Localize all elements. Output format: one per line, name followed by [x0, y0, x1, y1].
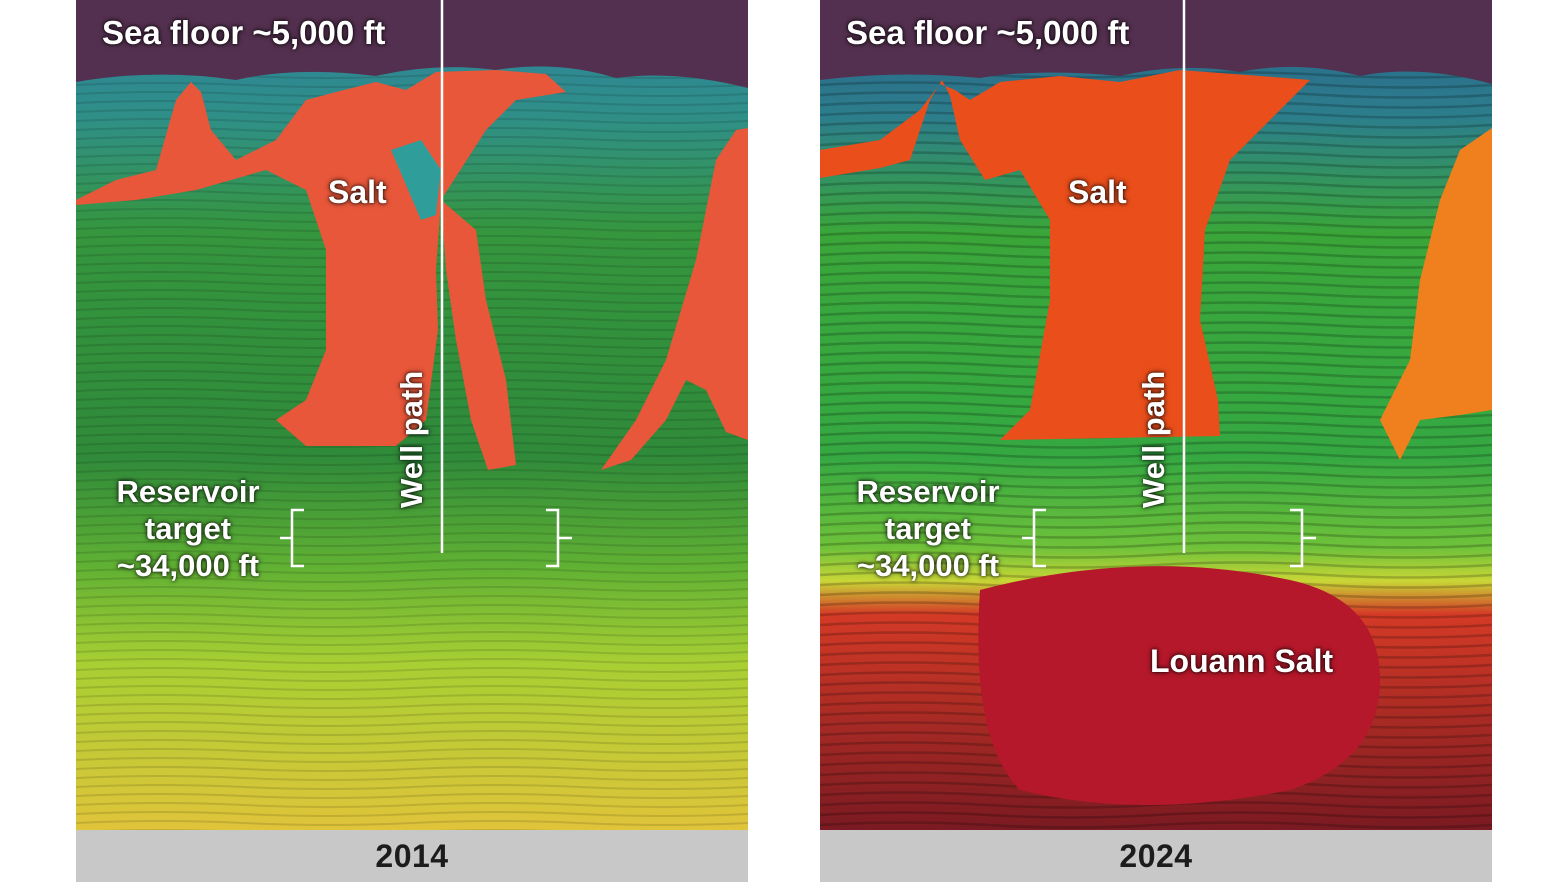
- seismic-image-2024: [820, 0, 1492, 830]
- reservoir-line-1: Reservoir: [116, 474, 260, 509]
- louann-salt-body: [978, 566, 1380, 805]
- salt-body-right: [1380, 128, 1492, 460]
- salt-body-main: [76, 70, 566, 446]
- sea-water: [820, 0, 1492, 84]
- reservoir-bracket-right: [546, 508, 572, 568]
- well-path-label: Well path: [1136, 370, 1171, 508]
- reservoir-line-3: ~34,000 ft: [116, 548, 260, 583]
- seismic-panel-2014: Sea floor ~5,000 ft Salt Well path Reser…: [76, 0, 748, 882]
- year-label: 2024: [1119, 837, 1193, 874]
- reservoir-bracket-left: [1022, 508, 1046, 568]
- louann-salt-label: Louann Salt: [1150, 643, 1334, 679]
- seismic-panel-2024: Sea floor ~5,000 ft Salt Well path Reser…: [820, 0, 1492, 882]
- sea-water: [76, 0, 748, 88]
- year-label: 2014: [375, 837, 449, 874]
- sea-floor-label: Sea floor ~5,000 ft: [102, 14, 386, 51]
- salt-label: Salt: [328, 174, 387, 210]
- salt-inclusion: [391, 140, 441, 220]
- reservoir-bracket-right: [1290, 508, 1316, 568]
- seismic-image-2014: [76, 0, 748, 830]
- year-caption-bar: 2024: [820, 830, 1492, 882]
- reservoir-line-1: Reservoir: [856, 474, 1000, 509]
- reservoir-line-3: ~34,000 ft: [856, 548, 1000, 583]
- reservoir-line-2: target: [144, 511, 232, 546]
- year-caption-bar: 2014: [76, 830, 748, 882]
- reservoir-bracket-left: [280, 508, 304, 568]
- reservoir-target-label: Reservoir target ~34,000 ft: [838, 473, 1018, 584]
- salt-label: Salt: [1068, 174, 1127, 210]
- sea-floor-label: Sea floor ~5,000 ft: [846, 14, 1130, 51]
- reservoir-target-label: Reservoir target ~34,000 ft: [98, 473, 278, 584]
- well-path-label: Well path: [394, 370, 429, 508]
- salt-body-right: [601, 128, 748, 470]
- salt-stem: [441, 200, 516, 470]
- salt-body-main: [820, 70, 1310, 440]
- reservoir-line-2: target: [884, 511, 972, 546]
